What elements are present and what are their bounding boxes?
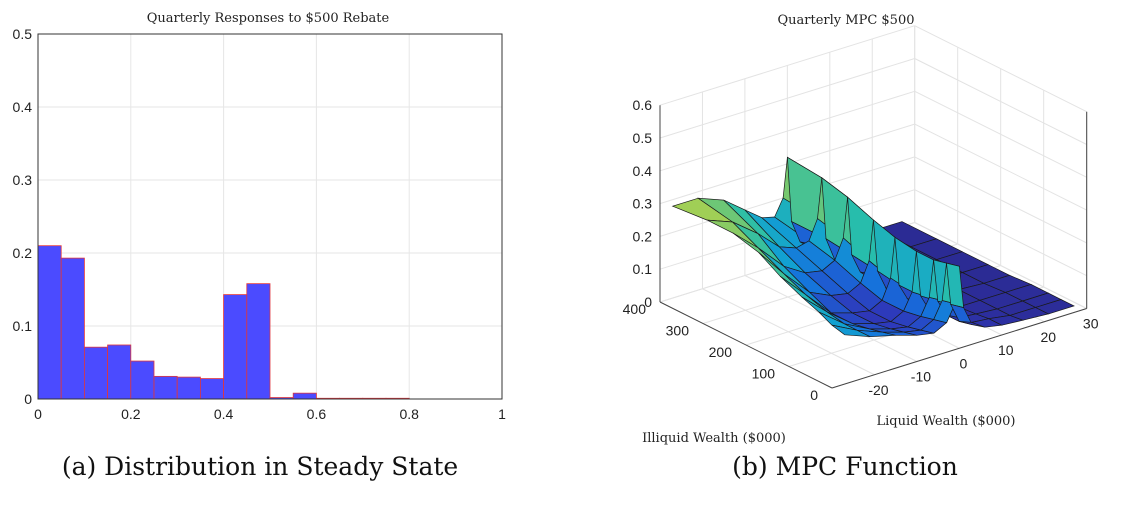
surface-title: Quarterly MPC $500 — [778, 13, 915, 28]
histogram-bar — [107, 344, 132, 400]
x-tick-label: 0.8 — [399, 406, 419, 422]
x-tick-label: 1 — [498, 406, 506, 422]
mpc-surface — [671, 156, 1075, 338]
illiquid-tick-label: 400 — [623, 301, 647, 317]
histogram-panel: Quarterly Responses to $500 Rebate 0 0.2 0… — [13, 11, 507, 422]
mpc-tick-label: 0.1 — [633, 261, 653, 277]
caption-a: (a) Distribution in Steady State — [61, 452, 459, 481]
mpc-tick-label: 0.5 — [633, 130, 653, 146]
histogram-bar — [176, 376, 201, 400]
y-tick-label: 0.2 — [13, 245, 33, 261]
histogram-bar — [37, 245, 62, 400]
y-tick-label: 0 — [24, 391, 32, 407]
histogram-bar — [84, 346, 109, 400]
illiquid-wealth-axis-label: Illiquid Wealth ($000) — [642, 431, 786, 446]
y-tick-label: 0.4 — [13, 99, 33, 115]
x-tick-label: 0.2 — [121, 406, 141, 422]
liquid-tick-label: 30 — [1083, 316, 1099, 332]
histogram-bar — [199, 378, 224, 400]
grid-line-z — [914, 156, 1087, 244]
liquid-tick-label: 20 — [1040, 329, 1056, 345]
histogram-bar — [292, 392, 317, 400]
liquid-tick-label: 0 — [959, 355, 967, 371]
x-tick-label: 0.4 — [214, 406, 234, 422]
y-tick-label: 0.1 — [13, 318, 33, 334]
caption-b: (b) MPC Function — [732, 452, 958, 481]
figure-canvas: Quarterly Responses to $500 Rebate 0 0.2 0… — [13, 11, 1099, 446]
y-tick-label: 0.3 — [13, 172, 33, 188]
grid-line-z — [914, 25, 1087, 113]
mpc-tick-label: 0.4 — [633, 163, 653, 179]
surface-tick-labels: -20-100102030010020030040000.10.20.30.40… — [623, 97, 1099, 403]
histogram-tick-labels: 0 0.2 0.4 0.6 0.8 1 0 0.1 0.2 0.3 0.4 0.5 — [13, 26, 507, 422]
axis-edge — [831, 308, 1087, 389]
illiquid-tick-label: 100 — [752, 366, 776, 382]
surface-panel: Quarterly MPC $500 -20-10010203001002003… — [623, 13, 1099, 446]
histogram-bar — [246, 283, 271, 400]
liquid-tick-label: -10 — [911, 369, 931, 385]
axis-edge — [659, 301, 833, 389]
grid-line-z — [914, 90, 1087, 178]
mpc-tick-label: 0.2 — [633, 228, 653, 244]
histogram-bar — [153, 375, 178, 400]
grid-line-z — [659, 90, 915, 172]
illiquid-tick-label: 0 — [810, 387, 818, 403]
histogram-bar — [60, 257, 85, 400]
histogram-title: Quarterly Responses to $500 Rebate — [147, 11, 390, 26]
liquid-tick-label: 10 — [998, 342, 1014, 358]
histogram-bar — [223, 294, 248, 400]
mpc-tick-label: 0.6 — [633, 97, 653, 113]
illiquid-tick-label: 300 — [666, 323, 690, 339]
mpc-tick-label: 0.3 — [633, 196, 653, 212]
grid-line-z — [659, 58, 915, 139]
liquid-wealth-axis-label: Liquid Wealth ($000) — [877, 414, 1016, 429]
grid-line-z — [659, 25, 915, 106]
histogram-axes-box — [37, 33, 503, 400]
grid-line-z — [914, 189, 1087, 277]
mpc-tick-label: 0 — [644, 294, 652, 310]
histogram-bar — [130, 360, 155, 400]
grid-line-z — [914, 123, 1087, 211]
surface-patch — [1034, 299, 1075, 315]
illiquid-tick-label: 200 — [709, 344, 733, 360]
y-tick-label: 0.5 — [13, 26, 33, 42]
x-tick-label: 0.6 — [307, 406, 327, 422]
grid-line-z — [914, 58, 1087, 145]
x-tick-label: 0 — [34, 406, 42, 422]
liquid-tick-label: -20 — [868, 382, 888, 398]
